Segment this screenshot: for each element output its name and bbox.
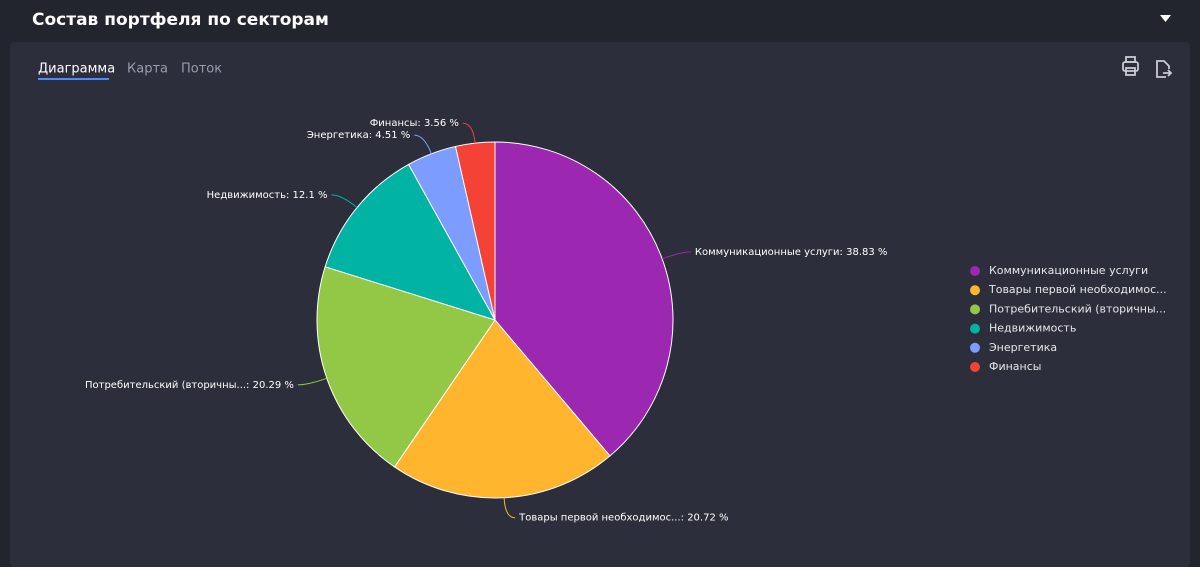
print-button[interactable] [1122, 56, 1139, 76]
legend-label: Товары первой необходимос... [988, 283, 1167, 296]
collapse-toggle[interactable] [1160, 15, 1171, 22]
legend-label: Потребительский (вторичны... [989, 302, 1166, 315]
tab[interactable]: Диаграмма [38, 62, 115, 77]
tab-underline [38, 78, 109, 80]
leader-line [661, 251, 691, 260]
legend-marker [970, 323, 980, 334]
legend-label: Финансы [989, 360, 1041, 373]
pie-slice [393, 319, 611, 499]
legend-label: Недвижимость [989, 322, 1076, 335]
data-label: Потребительский (вторичны...: 20.29 % [85, 380, 294, 391]
tab[interactable]: Поток [181, 62, 222, 77]
legend-label: Энергетика [989, 341, 1057, 354]
pie-slice [316, 266, 496, 468]
section-title: Состав портфеля по секторам [32, 10, 329, 30]
tab[interactable]: Карта [127, 62, 168, 77]
leader-line [331, 194, 358, 208]
leader-line [503, 497, 516, 519]
data-label: Недвижимость: 12.1 % [207, 190, 328, 201]
leader-line [462, 122, 476, 144]
legend-marker [970, 266, 980, 276]
legend-marker [970, 362, 980, 372]
data-label: Товары первой необходимос...: 20.72 % [518, 513, 728, 524]
leader-line [414, 134, 432, 154]
leader-line [297, 377, 327, 386]
legend-marker [970, 342, 980, 353]
data-label: Финансы: 3.56 % [370, 118, 459, 129]
legend-label: Коммуникационные услуги [989, 264, 1148, 277]
data-label: Энергетика: 4.51 % [307, 130, 410, 141]
data-label: Коммуникационные услуги: 38.83 % [695, 247, 888, 258]
legend-marker [970, 304, 980, 315]
legend-marker [970, 285, 980, 296]
pie-slice [454, 141, 496, 321]
export-button[interactable] [1156, 60, 1173, 78]
pie-slice [324, 163, 497, 321]
